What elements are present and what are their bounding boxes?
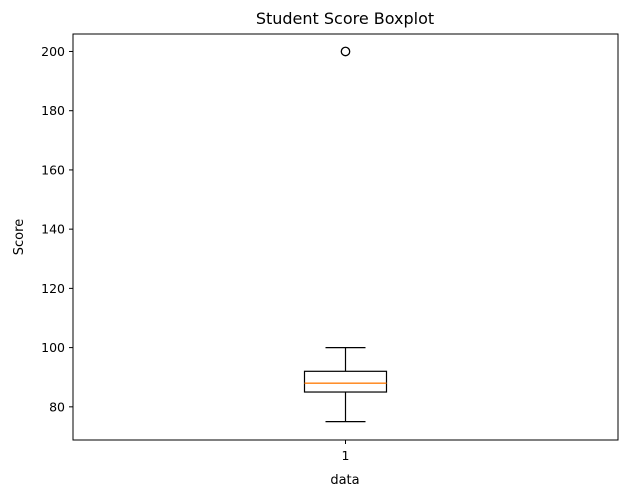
y-tick-label: 140 [41, 222, 65, 237]
outlier-point [340, 46, 351, 57]
box-layer [303, 46, 388, 423]
y-tick-label: 100 [41, 340, 65, 355]
x-axis: 1 [342, 440, 350, 463]
y-tick-label: 180 [41, 103, 65, 118]
x-axis-label: data [330, 473, 359, 488]
y-axis: 80 100 120 140 160 180 200 [41, 44, 73, 414]
box-iqr [303, 370, 388, 393]
y-tick-label: 160 [41, 162, 65, 177]
axes-frame [72, 33, 619, 441]
x-tick-label: 1 [342, 448, 350, 463]
chart-title: Student Score Boxplot [256, 9, 434, 28]
y-tick-label: 80 [49, 399, 65, 414]
plot-area [72, 33, 619, 441]
y-axis-label: Score [12, 219, 27, 255]
y-tick-label: 200 [41, 44, 65, 59]
y-tick-label: 120 [41, 281, 65, 296]
